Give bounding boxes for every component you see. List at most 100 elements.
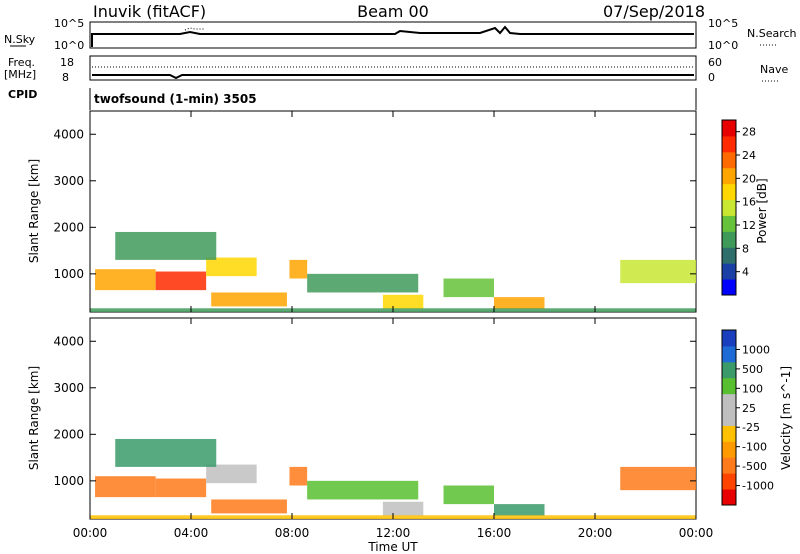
heatmap-region — [95, 476, 156, 498]
x-tick-label: 00:00 — [73, 526, 108, 540]
colorbar-swatch — [722, 330, 736, 347]
heatmap-region — [211, 499, 287, 514]
heatmap-region — [206, 464, 257, 484]
colorbar-swatch — [722, 231, 736, 248]
colorbar-tick-label: 20 — [742, 172, 756, 185]
heatmap-region — [382, 294, 424, 309]
heatmap-region — [155, 271, 207, 291]
x-tick-label: 08:00 — [275, 526, 310, 540]
colorbar-tick-label: -500 — [742, 460, 767, 473]
colorbar-swatch — [722, 377, 736, 395]
nsky-tick-bottom: 10^0 — [54, 39, 84, 52]
nsearch-tick-bottom: 10^0 — [708, 39, 738, 52]
station-title: Inuvik (fitACF) — [93, 2, 206, 21]
colorbar-swatch — [722, 215, 736, 232]
x-tick-label: 00:00 — [679, 526, 714, 540]
heatmap-region — [95, 269, 156, 291]
colorbar-swatch — [722, 345, 736, 363]
heatmap-region — [289, 466, 308, 486]
nsky-label: N.Sky — [4, 33, 36, 46]
velocity-ylabel: Slant Range [km] — [27, 366, 41, 470]
colorbar-tick-label: -1000 — [742, 480, 774, 493]
velocity-colorbar: 1000 500 100 25 -25 -100 -500 -1000 — [721, 329, 774, 506]
colorbar-frame — [721, 119, 737, 296]
colorbar-swatch — [722, 263, 736, 280]
date-title: 07/Sep/2018 — [603, 2, 705, 21]
colorbar-swatch — [722, 393, 736, 411]
beam-title: Beam 00 — [357, 2, 429, 21]
freq-tick-top: 18 — [60, 56, 74, 69]
freq-label: Freq. — [8, 56, 35, 69]
heatmap-region — [620, 259, 696, 284]
nave-label: Nave — [760, 63, 788, 76]
cpid-label: CPID — [8, 88, 37, 101]
power-colorbar-label: Power [dB] — [755, 178, 769, 243]
colorbar-swatch — [722, 199, 736, 216]
heatmap-region — [443, 278, 494, 298]
colorbar-swatch — [722, 361, 736, 379]
heatmap-region — [155, 478, 207, 498]
power-heatmap — [90, 231, 696, 312]
velocity-y-ticks: 1000 2000 3000 4000 — [53, 334, 696, 488]
freq-unit-label: [MHz] — [4, 68, 36, 81]
power-colorbar: 4 8 12 16 20 24 28 — [721, 119, 756, 296]
heatmap-region — [115, 231, 217, 260]
colorbar-swatch — [722, 473, 736, 490]
x-tick-label: 20:00 — [578, 526, 613, 540]
colorbar-swatch — [722, 247, 736, 264]
colorbar-swatch — [722, 279, 736, 296]
x-tick-label: 04:00 — [174, 526, 209, 540]
colorbar-tick-label: 1000 — [742, 343, 770, 356]
nsearch-trace — [184, 27, 205, 31]
colorbar-tick-label: 24 — [742, 149, 756, 162]
freq-panel — [89, 55, 697, 81]
heatmap-region — [494, 297, 545, 309]
x-axis-ticks: 00:00 04:00 08:00 12:00 16:00 20:00 00:00 — [73, 111, 714, 540]
y-tick-label: 3000 — [53, 174, 84, 188]
colorbar-tick-label: -100 — [742, 441, 767, 454]
colorbar-tick-label: 8 — [742, 242, 749, 255]
power-ylabel: Slant Range [km] — [27, 159, 41, 263]
y-tick-label: 2000 — [53, 427, 84, 441]
y-tick-label: 3000 — [53, 381, 84, 395]
y-tick-label: 1000 — [53, 267, 84, 281]
colorbar-swatch — [722, 489, 736, 506]
power-y-ticks: 1000 2000 3000 4000 — [53, 127, 696, 281]
x-tick-label: 12:00 — [376, 526, 411, 540]
colorbar-swatch — [722, 409, 736, 426]
heatmap-region — [211, 292, 287, 307]
colorbar-swatch — [722, 425, 736, 442]
y-tick-label: 1000 — [53, 474, 84, 488]
colorbar-swatch — [722, 120, 736, 137]
heatmap-region — [206, 257, 257, 277]
heatmap-region — [443, 485, 494, 505]
colorbar-tick-label: 100 — [742, 382, 763, 395]
y-tick-label: 2000 — [53, 220, 84, 234]
heatmap-region — [307, 273, 419, 293]
colorbar-swatch — [722, 167, 736, 185]
nsky-tick-top: 10^5 — [54, 17, 84, 30]
heatmap-region — [382, 501, 424, 516]
velocity-colorbar-label: Velocity [m s^-1] — [779, 366, 793, 470]
colorbar-tick-label: 16 — [742, 196, 756, 209]
freq-trace — [92, 74, 694, 80]
colorbar-tick-label: 28 — [742, 126, 756, 139]
power-panel: 1000 2000 3000 4000 Slant Range [km] — [27, 110, 697, 313]
freq-tick-bottom: 8 — [62, 71, 69, 84]
colorbar-swatch — [722, 441, 736, 458]
heatmap-region — [307, 480, 419, 500]
colorbar-swatch — [722, 457, 736, 474]
colorbar-swatch — [722, 151, 736, 169]
velocity-panel: 1000 2000 3000 4000 Slant Range [km] — [27, 317, 697, 520]
colorbar-frame — [721, 329, 737, 506]
colorbar-swatch — [722, 183, 736, 201]
nsky-trace — [91, 25, 694, 47]
nave-tick-top: 60 — [708, 56, 722, 69]
colorbar-tick-label: 12 — [742, 219, 756, 232]
x-tick-label: 16:00 — [477, 526, 512, 540]
nave-tick-bottom: 0 — [708, 71, 715, 84]
x-axis-label: Time UT — [367, 540, 418, 554]
program-label: twofsound (1-min) 3505 — [94, 92, 257, 106]
colorbar-tick-label: 500 — [742, 363, 763, 376]
nsky-panel — [89, 21, 697, 49]
